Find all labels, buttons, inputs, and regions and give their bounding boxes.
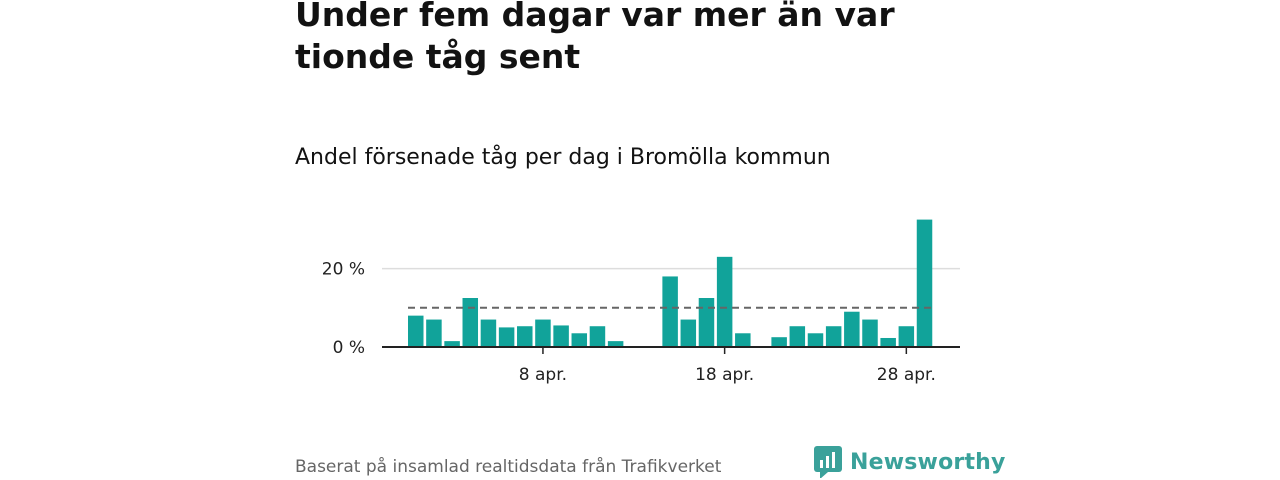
bar: [535, 319, 551, 347]
bar: [408, 315, 424, 347]
bar: [698, 298, 715, 347]
bar: [716, 256, 733, 347]
bar: [916, 219, 933, 347]
bar: [735, 333, 751, 347]
chart-logo-icon: [814, 446, 842, 478]
x-tick-label: 8 apr.: [519, 365, 567, 385]
bar: [462, 298, 479, 347]
bar: [807, 333, 824, 347]
bar: [771, 337, 787, 347]
bar: [589, 326, 606, 347]
y-tick-label: 0 %: [333, 338, 365, 358]
y-tick-label: 20 %: [322, 260, 365, 280]
chart-subtitle: Andel försenade tåg per dag i Bromölla k…: [295, 145, 831, 170]
bar: [553, 325, 569, 347]
x-tick-label: 18 apr.: [695, 365, 754, 385]
brand-name: Newsworthy: [850, 449, 1006, 475]
bar: [607, 341, 624, 347]
bar: [825, 326, 842, 347]
bar: [844, 311, 860, 347]
bar: [662, 276, 678, 347]
bar: [571, 333, 588, 347]
x-tick-label: 28 apr.: [877, 365, 936, 385]
bar: [517, 326, 533, 347]
bar: [789, 326, 806, 347]
brand-logo: Newsworthy: [814, 446, 1006, 478]
source-note: Baserat på insamlad realtidsdata från Tr…: [295, 457, 722, 477]
bar: [898, 326, 915, 347]
bar: [444, 341, 460, 347]
bar: [880, 337, 896, 347]
bar: [862, 319, 878, 347]
chart-title: Under fem dagar var mer än var tionde tå…: [295, 0, 895, 76]
bar: [426, 319, 442, 347]
bar: [480, 319, 497, 347]
bar: [680, 319, 697, 347]
bar: [498, 327, 515, 347]
